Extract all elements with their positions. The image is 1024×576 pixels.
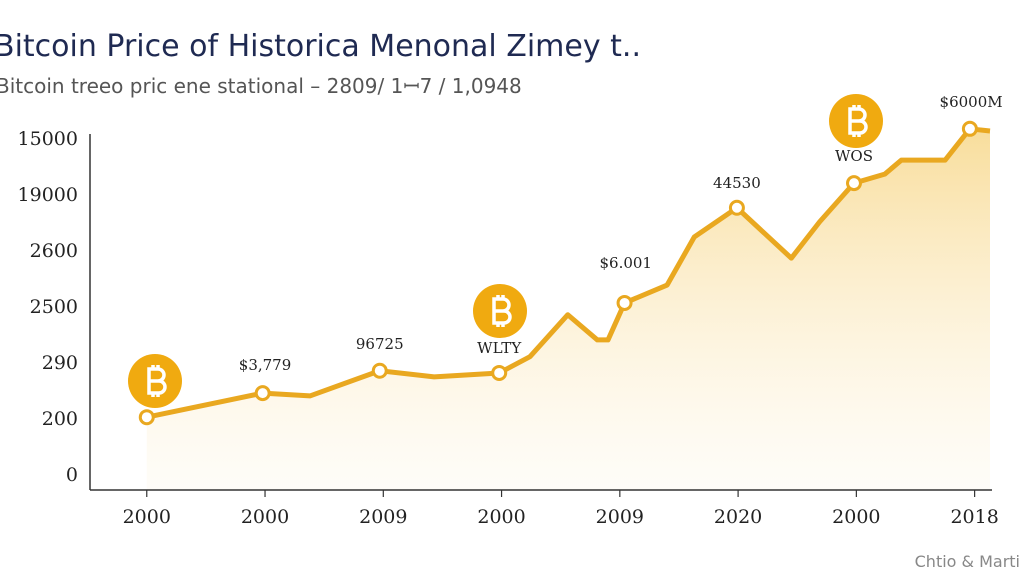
x-tick-label: 2009: [596, 506, 644, 528]
point-marker: [254, 385, 271, 402]
chart-subtitle: Bitcoin treeo pric ene stational – 2809/…: [0, 74, 522, 98]
point-marker: [138, 409, 155, 426]
annotation: $3,779: [239, 356, 292, 374]
x-tick-label: 2009: [359, 506, 407, 528]
x-tick-label: 2000: [123, 506, 171, 528]
x-tick-label: 2000: [477, 506, 525, 528]
point-marker: [616, 294, 633, 311]
x-tick-label: 2000: [241, 506, 289, 528]
y-tick-label: 200: [42, 408, 78, 430]
x-tick-label: 2020: [714, 506, 762, 528]
point-marker: [961, 120, 978, 137]
annotation: 44530: [713, 174, 761, 192]
point-marker: [371, 362, 388, 379]
chart-title: Bitcoin Price of Historica Menonal Zimey…: [0, 29, 641, 64]
y-tick-label: 0: [66, 464, 78, 486]
point-marker: [491, 364, 508, 381]
x-tick-label: 2018: [950, 506, 998, 528]
annotation: WOS: [835, 147, 873, 165]
bitcoin-icon: [471, 282, 529, 340]
bitcoin-icon: [827, 92, 885, 150]
source: Chtio & Marti: [915, 552, 1020, 571]
point-marker: [845, 175, 862, 192]
plot-area: [138, 120, 991, 491]
area: [146, 128, 991, 491]
x-tick-label: 2000: [832, 506, 880, 528]
annotation: $6000M: [940, 93, 1003, 111]
y-tick-label: 2500: [30, 296, 78, 318]
y-tick-label: 15000: [18, 128, 78, 150]
point-marker: [728, 199, 745, 216]
annotation: 96725: [356, 335, 404, 353]
annotation: $6.001: [599, 254, 652, 272]
y-tick-label: 2600: [30, 240, 78, 262]
y-tick-label: 19000: [18, 184, 78, 206]
line: [146, 126, 991, 420]
annotation: WLTY: [477, 339, 522, 357]
y-tick-label: 290: [42, 352, 78, 374]
bitcoin-icon: [126, 352, 184, 410]
